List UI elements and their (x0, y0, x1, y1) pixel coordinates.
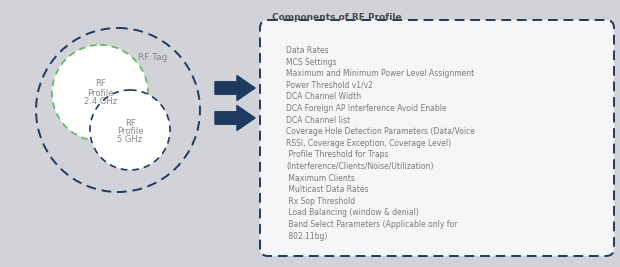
Text: Maximum and Minimum Power Level Assignment: Maximum and Minimum Power Level Assignme… (286, 69, 474, 78)
Text: 802.11bg): 802.11bg) (286, 231, 327, 241)
Text: RF: RF (95, 80, 105, 88)
Text: Profile: Profile (117, 127, 143, 135)
Text: DCA Foreign AP Interference Avoid Enable: DCA Foreign AP Interference Avoid Enable (286, 104, 446, 113)
Text: Profile: Profile (87, 88, 113, 97)
Text: Profile Threshold for Traps: Profile Threshold for Traps (286, 150, 389, 159)
Text: Band Select Parameters (Applicable only for: Band Select Parameters (Applicable only … (286, 220, 458, 229)
Circle shape (90, 90, 170, 170)
Text: Components of RF Profile: Components of RF Profile (272, 14, 402, 22)
Text: RSSI, Coverage Exception, Coverage Level): RSSI, Coverage Exception, Coverage Level… (286, 139, 451, 148)
Text: Load Balancing (window & denial): Load Balancing (window & denial) (286, 209, 419, 217)
Circle shape (52, 45, 148, 141)
Text: (Interference/Clients/Noise/Utilization): (Interference/Clients/Noise/Utilization) (286, 162, 433, 171)
Text: RF: RF (125, 119, 135, 128)
Text: RF Tag: RF Tag (138, 53, 167, 62)
Text: 2.4 GHz: 2.4 GHz (84, 97, 117, 107)
Text: Data Rates: Data Rates (286, 46, 329, 55)
Circle shape (36, 28, 200, 192)
Text: Coverage Hole Detection Parameters (Data/Voice: Coverage Hole Detection Parameters (Data… (286, 127, 475, 136)
Text: Rx Sop Threshold: Rx Sop Threshold (286, 197, 355, 206)
Text: DCA Channel list: DCA Channel list (286, 116, 350, 125)
Text: 5 GHz: 5 GHz (117, 135, 143, 143)
Text: MCS Settings: MCS Settings (286, 58, 337, 66)
Text: Maximum Clients: Maximum Clients (286, 174, 355, 183)
Text: DCA Channel Width: DCA Channel Width (286, 92, 361, 101)
Text: Multicast Data Rates: Multicast Data Rates (286, 185, 368, 194)
Text: Power Threshold v1/v2: Power Threshold v1/v2 (286, 81, 373, 90)
FancyBboxPatch shape (260, 20, 614, 256)
